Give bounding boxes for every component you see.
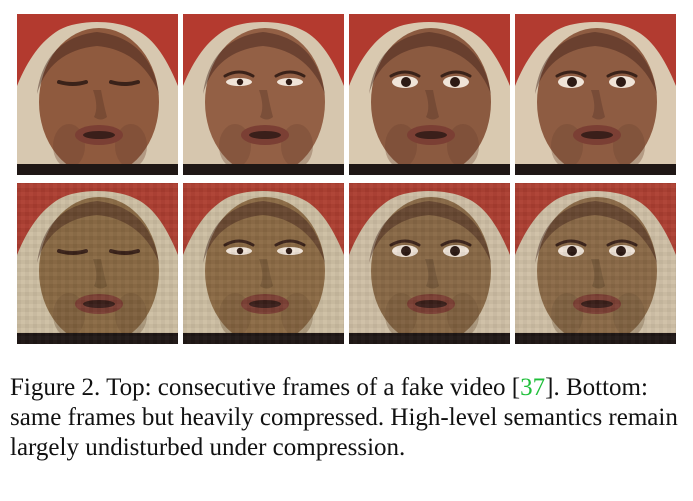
hair-shape: [17, 14, 178, 86]
clothing-band: [515, 164, 676, 175]
left-pupil: [567, 246, 577, 256]
bottom-frame-1: [17, 183, 178, 344]
top-frame-3: [349, 14, 510, 175]
nose-shape: [425, 90, 439, 120]
left-eyelid: [223, 70, 255, 78]
mouth-inner: [249, 131, 281, 139]
right-eyelid: [606, 239, 638, 247]
left-pupil: [567, 77, 577, 87]
caption-suffix: ]. Bottom: same frames but heavily compr…: [10, 374, 678, 461]
nose-shape: [425, 259, 439, 289]
clothing-band: [349, 333, 510, 344]
mouth-inner: [581, 131, 613, 139]
face-frame-svg: [183, 14, 344, 175]
frame-grid: [17, 14, 676, 344]
face-frame-svg: [17, 183, 178, 344]
mouth-inner: [415, 300, 447, 308]
right-pupil: [616, 246, 626, 256]
clothing-band: [183, 333, 344, 344]
hairline-shape: [535, 32, 657, 94]
figure: [17, 14, 676, 345]
bottom-frame-2: [183, 183, 344, 344]
bottom-frame-3: [349, 183, 510, 344]
mouth-inner: [415, 131, 447, 139]
left-eyelid: [223, 239, 255, 247]
face-frame-svg: [515, 14, 676, 175]
left-eyelid: [555, 239, 587, 247]
hair-shape: [515, 14, 676, 86]
face-frame-svg: [349, 183, 510, 344]
hair-shape: [183, 14, 344, 86]
citation-link[interactable]: 37: [520, 374, 546, 401]
hairline-shape: [37, 32, 159, 94]
face-frame-svg: [349, 14, 510, 175]
hair-shape: [183, 183, 344, 255]
top-frame-2: [183, 14, 344, 175]
right-eye-closed: [109, 249, 140, 255]
clothing-band: [183, 164, 344, 175]
face-frame-svg: [515, 183, 676, 344]
nose-shape: [93, 90, 107, 120]
top-frame-1: [17, 14, 178, 175]
left-pupil: [401, 246, 411, 256]
right-eye-closed: [109, 80, 140, 86]
right-eyelid: [440, 70, 472, 78]
mouth-inner: [83, 300, 115, 308]
left-eyelid: [555, 70, 587, 78]
mouth-inner: [83, 131, 115, 139]
left-pupil: [236, 78, 244, 86]
nose-shape: [259, 259, 273, 289]
right-pupil: [450, 246, 460, 256]
caption-prefix: Figure 2. Top: consecutive frames of a f…: [10, 374, 521, 401]
nose-shape: [93, 259, 107, 289]
right-eyelid: [274, 70, 306, 78]
face-frame-svg: [17, 14, 178, 175]
left-pupil: [236, 247, 244, 255]
left-eye-closed: [57, 249, 88, 255]
nose-shape: [259, 90, 273, 120]
mouth-inner: [581, 300, 613, 308]
clothing-band: [515, 333, 676, 344]
hairline-shape: [203, 201, 325, 263]
figure-caption: Figure 2. Top: consecutive frames of a f…: [10, 373, 680, 463]
right-pupil: [285, 78, 293, 86]
right-eyelid: [274, 239, 306, 247]
hairline-shape: [369, 32, 491, 94]
hairline-shape: [369, 201, 491, 263]
left-eye-closed: [57, 80, 88, 86]
nose-shape: [591, 259, 605, 289]
top-frame-4: [515, 14, 676, 175]
nose-shape: [591, 90, 605, 120]
hair-shape: [515, 183, 676, 255]
right-pupil: [616, 77, 626, 87]
hairline-shape: [37, 201, 159, 263]
right-eyelid: [440, 239, 472, 247]
left-eyelid: [389, 239, 421, 247]
hairline-shape: [535, 201, 657, 263]
hair-shape: [349, 14, 510, 86]
mouth-inner: [249, 300, 281, 308]
right-pupil: [450, 77, 460, 87]
left-pupil: [401, 77, 411, 87]
clothing-band: [349, 164, 510, 175]
hairline-shape: [203, 32, 325, 94]
right-pupil: [285, 247, 293, 255]
right-eyelid: [606, 70, 638, 78]
hair-shape: [349, 183, 510, 255]
hair-shape: [17, 183, 178, 255]
bottom-frame-4: [515, 183, 676, 344]
face-frame-svg: [183, 183, 344, 344]
left-eyelid: [389, 70, 421, 78]
clothing-band: [17, 164, 178, 175]
clothing-band: [17, 333, 178, 344]
